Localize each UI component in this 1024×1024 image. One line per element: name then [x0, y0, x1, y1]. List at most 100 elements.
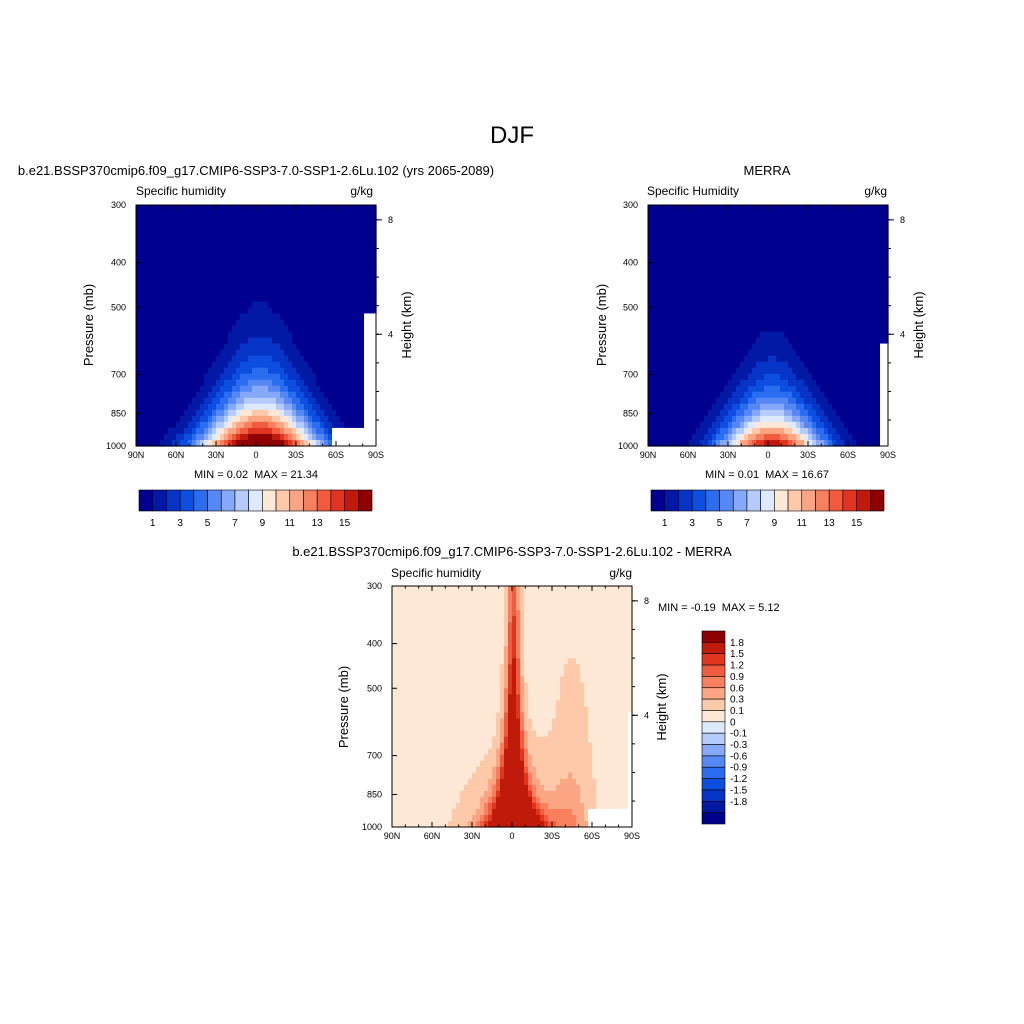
contour-cell-model	[276, 409, 281, 417]
contour-cell-model	[264, 349, 269, 357]
contour-cell-obs	[808, 277, 813, 284]
contour-cell-model	[292, 295, 297, 303]
contour-cell-obs	[820, 235, 825, 242]
contour-cell-obs	[792, 331, 797, 339]
contour-cell-model	[136, 421, 141, 429]
contour-cell-obs	[776, 349, 781, 357]
contour-cell-obs	[744, 205, 749, 212]
contour-cell-model	[272, 409, 277, 417]
contour-cell-obs	[844, 205, 849, 212]
contour-cell-obs	[676, 391, 681, 399]
contour-cell-model	[348, 427, 353, 435]
contour-cell-obs	[820, 229, 825, 236]
contour-cell-model	[288, 427, 293, 435]
contour-cell-model	[264, 397, 269, 405]
contour-cell-obs	[792, 235, 797, 242]
contour-cell-obs	[732, 301, 737, 309]
contour-cell-obs	[792, 247, 797, 254]
contour-cell-model	[356, 409, 361, 417]
contour-cell-obs	[792, 427, 797, 435]
contour-cell-obs	[728, 331, 733, 339]
contour-cell-obs	[692, 253, 697, 260]
contour-cell-obs	[860, 283, 865, 290]
contour-cell-obs	[752, 319, 757, 327]
contour-cell-obs	[760, 319, 765, 327]
contour-cell-model	[232, 253, 237, 260]
contour-cell-model	[252, 307, 257, 315]
contour-cell-model	[292, 271, 297, 278]
contour-cell-obs	[828, 325, 833, 333]
contour-cell-obs	[776, 397, 781, 405]
contour-cell-obs	[716, 367, 721, 375]
contour-cell-model	[280, 295, 285, 303]
contour-cell-obs	[844, 397, 849, 405]
contour-cell-obs	[740, 373, 745, 381]
contour-cell-model	[264, 409, 269, 417]
contour-cell-model	[220, 277, 225, 284]
contour-cell-obs	[832, 355, 837, 363]
contour-cell-model	[176, 223, 181, 230]
contour-cell-obs	[848, 301, 853, 309]
contour-cell-obs	[692, 271, 697, 278]
contour-cell-model	[356, 283, 361, 290]
contour-cell-model	[272, 277, 277, 284]
contour-cell-model	[180, 367, 185, 375]
contour-cell-model	[200, 307, 205, 315]
contour-cell-obs	[672, 271, 677, 278]
contour-cell-obs	[744, 433, 749, 441]
contour-cell-model	[240, 415, 245, 423]
contour-cell-model	[172, 325, 177, 333]
contour-cell-obs	[808, 307, 813, 315]
contour-cell-obs	[728, 289, 733, 296]
contour-cell-model	[192, 427, 197, 435]
contour-cell-model	[312, 217, 317, 224]
contour-cell-obs	[764, 283, 769, 290]
contour-cell-obs	[876, 331, 881, 339]
contour-cell-model	[164, 379, 169, 387]
contour-cell-obs	[688, 229, 693, 236]
contour-cell-model	[352, 427, 357, 435]
contour-cell-model	[356, 253, 361, 260]
contour-cell-model	[204, 433, 209, 441]
contour-cell-model	[296, 325, 301, 333]
contour-cell-model	[372, 373, 377, 381]
contour-cell-model	[288, 343, 293, 351]
contour-cell-obs	[796, 343, 801, 351]
contour-cell-model	[216, 361, 221, 369]
colorbar-model: 1 3 5 7 9 11 13 15	[138, 489, 373, 529]
contour-cell-model	[224, 397, 229, 405]
contour-cell-obs	[672, 391, 677, 399]
contour-cell-obs	[748, 397, 753, 405]
contour-cell-obs	[728, 307, 733, 315]
contour-cell-model	[268, 295, 273, 303]
contour-cell-model	[276, 313, 281, 321]
contour-cell-model	[320, 301, 325, 309]
contour-cell-model	[224, 343, 229, 351]
contour-cell-obs	[844, 211, 849, 218]
contour-cell-obs	[864, 265, 869, 272]
contour-cell-model	[320, 367, 325, 375]
contour-cell-model	[356, 421, 361, 429]
contour-cell-model	[148, 205, 153, 212]
contour-cell-obs	[656, 427, 661, 435]
contour-cell-obs	[824, 205, 829, 212]
contour-cell-model	[216, 355, 221, 363]
contour-cell-obs	[736, 409, 741, 417]
contour-cell-model	[324, 331, 329, 339]
contour-cell-model	[216, 427, 221, 435]
contour-cell-obs	[740, 319, 745, 327]
contour-cell-model	[136, 331, 141, 339]
contour-cell-model	[164, 265, 169, 272]
contour-cell-model	[172, 223, 177, 230]
contour-cell-obs	[800, 337, 805, 345]
contour-cell-model	[256, 235, 261, 242]
contour-cell-model	[352, 439, 357, 447]
contour-cell-obs	[736, 433, 741, 441]
contour-cell-obs	[704, 235, 709, 242]
contour-cell-obs	[852, 343, 857, 351]
contour-cell-model	[172, 211, 177, 218]
contour-cell-model	[260, 277, 265, 284]
contour-cell-model	[356, 217, 361, 224]
contour-cell-model	[200, 409, 205, 417]
contour-cell-obs	[748, 403, 753, 411]
